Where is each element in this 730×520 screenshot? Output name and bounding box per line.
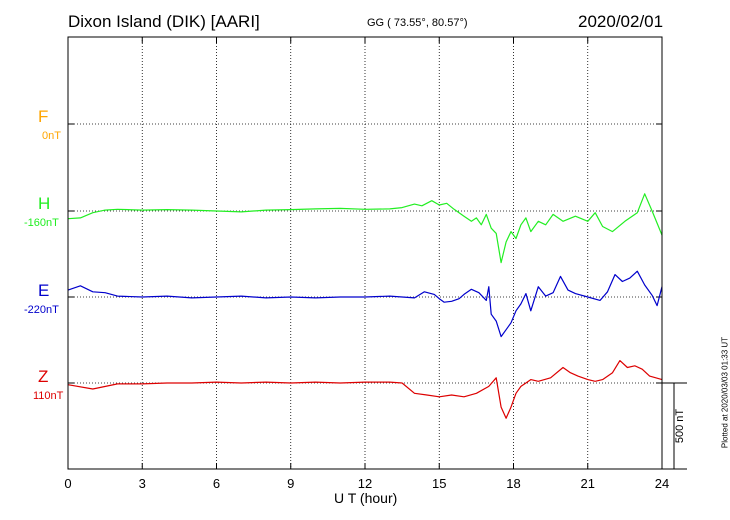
x-tick-label: 24 [655,476,669,491]
channel-h-label: H [38,194,51,213]
grid-lines [68,37,662,469]
series-line-z [67,360,663,419]
x-axis-ticks: 0 3 6 9 12 15 18 21 24 [64,37,669,491]
channel-e-offset: -220nT [24,304,59,316]
x-tick-label: 12 [358,476,372,491]
plotted-at-note: Plotted at 2020/03/03 01:33 UT [720,336,730,449]
channel-z-offset: 110nT [33,390,64,402]
x-tick-label: 0 [64,476,71,491]
channel-f-offset: 0nT [42,130,61,142]
scale-bar [662,382,687,470]
series-line-e [67,270,663,338]
x-axis-title: U T (hour) [334,490,398,506]
channel-z-label: Z [38,367,49,386]
channel-e-label: E [38,281,50,300]
x-tick-label: 21 [581,476,595,491]
x-tick-label: 18 [506,476,520,491]
x-tick-label: 15 [432,476,446,491]
station-coordinates: GG ( 73.55°, 80.57°) [367,17,468,29]
x-tick-label: 9 [287,476,294,491]
series-line-h [67,193,663,264]
station-title: Dixon Island (DIK) [AARI] [68,12,260,31]
x-tick-label: 6 [213,476,220,491]
x-tick-label: 3 [139,476,146,491]
channel-h-offset: -160nT [24,217,59,229]
channel-f-label: F [38,107,49,126]
series-layer [67,193,663,419]
scale-bar-label: 500 nT [674,408,686,444]
chart-date: 2020/02/01 [578,12,664,31]
